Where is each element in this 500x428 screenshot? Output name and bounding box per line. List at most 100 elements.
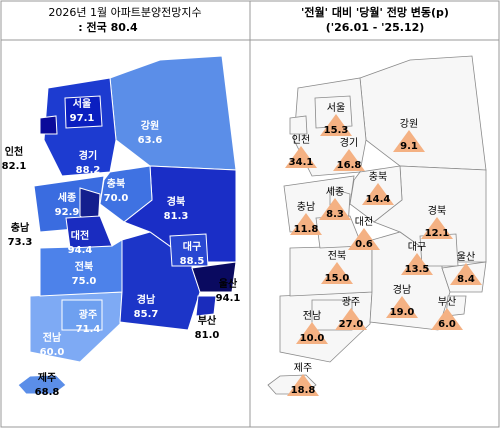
region-name: 전남 — [303, 310, 321, 322]
region-shape — [65, 215, 113, 249]
region-shape — [64, 95, 103, 129]
change-value: 8.4 — [457, 274, 475, 285]
region-name: 경북 — [428, 204, 446, 217]
up-triangle — [285, 146, 317, 168]
change-value: 0.6 — [355, 239, 373, 250]
region-value: 71.4 — [76, 324, 101, 335]
up-triangle — [348, 228, 380, 250]
region-value: 92.9 — [55, 207, 80, 218]
region-shape — [191, 261, 237, 293]
region-name: 충남 — [11, 221, 30, 234]
region-outline — [314, 95, 353, 129]
region-name: 서울 — [73, 97, 91, 110]
region-value: 75.0 — [72, 276, 97, 287]
change-value: 13.5 — [405, 264, 430, 275]
region-name: 경기 — [79, 149, 97, 162]
region-name: 경남 — [393, 283, 411, 296]
left-title: 2026년 1월 아파트분양전망지수 — [48, 6, 201, 19]
region-value: 94.1 — [216, 293, 241, 304]
up-triangle — [450, 263, 482, 285]
region-name: 광주 — [342, 296, 360, 308]
region-shape — [195, 295, 217, 317]
region-name: 경북 — [167, 195, 185, 208]
region-value: 68.8 — [35, 387, 60, 398]
region-name: 경기 — [340, 136, 358, 149]
region-shape — [17, 374, 67, 395]
region-name: 충북 — [369, 171, 387, 183]
region-name: 충남 — [297, 201, 315, 213]
region-value: 73.3 — [8, 237, 33, 248]
up-triangle — [421, 217, 453, 239]
region-outline — [289, 115, 308, 135]
right-title: '전월' 대비 '당월' 전망 변동(p) — [301, 5, 449, 19]
change-value: 34.1 — [289, 157, 314, 168]
region-name: 광주 — [79, 309, 97, 321]
region-name: 강원 — [400, 118, 418, 130]
up-triangle — [287, 374, 319, 396]
region-outline — [359, 55, 487, 171]
change-value: 15.3 — [324, 125, 349, 136]
region-value: 70.0 — [104, 193, 129, 204]
change-value: 12.1 — [425, 228, 450, 239]
up-triangle — [333, 149, 365, 171]
region-name: 부산 — [438, 296, 456, 308]
up-triangle — [320, 114, 352, 136]
region-name: 대구 — [408, 241, 426, 253]
region-name: 세종 — [326, 186, 344, 198]
change-value: 19.0 — [390, 307, 415, 318]
up-triangle — [290, 213, 322, 235]
region-shape — [109, 55, 237, 171]
region-value: 88.2 — [76, 165, 101, 176]
region-value: 85.7 — [134, 309, 159, 320]
up-triangle — [321, 262, 353, 284]
region-name: 경남 — [137, 293, 156, 306]
region-value: 97.1 — [70, 113, 95, 124]
region-shape — [61, 299, 103, 331]
region-name: 충북 — [107, 177, 125, 190]
change-value: 14.4 — [366, 194, 391, 205]
region-name: 제주 — [294, 362, 312, 374]
region-value: 81.0 — [195, 330, 220, 341]
region-name: 인천 — [292, 134, 310, 146]
change-value: 15.0 — [325, 273, 350, 284]
region-shape — [99, 165, 153, 223]
region-name: 강원 — [141, 119, 159, 132]
region-name: 대전 — [355, 216, 373, 228]
region-value: 94.4 — [68, 245, 93, 256]
region-value: 88.5 — [180, 256, 205, 267]
change-value: 9.1 — [400, 141, 418, 152]
up-triangle — [393, 130, 425, 152]
region-value: 60.0 — [40, 347, 65, 358]
region-name: 울산 — [457, 251, 475, 263]
up-triangle — [335, 308, 367, 330]
region-name: 대구 — [183, 240, 201, 253]
region-name: 대전 — [71, 229, 89, 242]
region-name: 전북 — [75, 260, 93, 273]
up-triangle — [431, 308, 463, 330]
region-name: 울산 — [219, 277, 238, 290]
region-name: 인천 — [5, 145, 23, 158]
right-map: 서울 15.3 인천 34.1 경기 16.8 강원 9.1 충북 14.4 세종 8.3 충남 11.8… — [267, 55, 487, 396]
region-value: 63.6 — [138, 135, 163, 146]
region-value: 82.1 — [2, 161, 27, 172]
change-value: 16.8 — [337, 160, 362, 171]
up-triangle — [319, 198, 351, 220]
change-value: 18.8 — [291, 385, 316, 396]
up-triangle — [296, 322, 328, 344]
right-subtitle: ('26.01 - '25.12) — [326, 21, 425, 34]
region-name: 세종 — [58, 191, 76, 204]
up-triangle — [386, 296, 418, 318]
region-value: 81.3 — [164, 211, 189, 222]
region-name: 서울 — [327, 102, 345, 114]
left-subtitle: : 전국 80.4 — [78, 20, 138, 34]
change-value: 6.0 — [438, 319, 456, 330]
change-value: 27.0 — [339, 319, 364, 330]
left-map: 서울 97.1 인천 82.1 경기 88.2 강원 63.6 충북 70.0 세종 92.9 충남 73… — [2, 55, 241, 398]
region-name: 전북 — [328, 250, 346, 262]
region-name: 제주 — [38, 371, 56, 384]
region-name: 부산 — [198, 314, 217, 327]
region-name: 전남 — [43, 331, 62, 344]
region-shape — [39, 115, 58, 135]
change-value: 8.3 — [326, 209, 344, 220]
